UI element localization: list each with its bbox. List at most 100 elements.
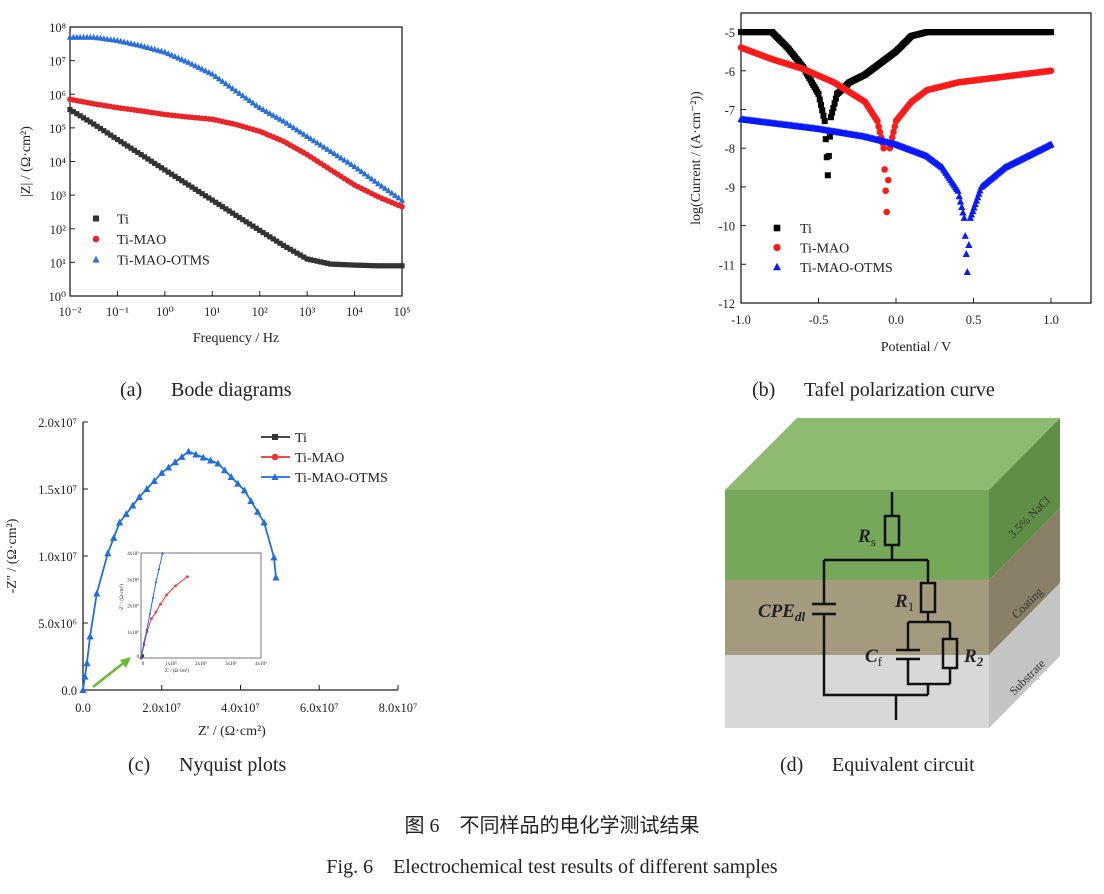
data-point: [362, 262, 368, 269]
data-point: [219, 204, 226, 210]
data-point: [91, 121, 97, 127]
inset-series-ti-mao: [139, 575, 189, 660]
data-point: [263, 232, 270, 238]
data-point: [234, 479, 242, 487]
data-point: [280, 117, 287, 124]
data-point: [165, 169, 171, 175]
data-point: [875, 123, 882, 130]
data-point: [821, 118, 828, 125]
inset-data-point: [142, 640, 146, 644]
data-point: [267, 234, 273, 240]
data-point: [111, 134, 117, 140]
caption-c-label: (c): [128, 754, 150, 776]
data-point: [328, 261, 334, 267]
arrow-head-icon: [120, 657, 131, 668]
figure-caption-cn: 图 6 不同样品的电化学测试结果: [405, 814, 700, 837]
x-tick-label: 8.0x10⁷: [379, 701, 418, 715]
data-point: [958, 203, 966, 211]
data-point: [354, 165, 362, 172]
x-tick-label: 0.0: [75, 701, 91, 715]
data-point: [213, 199, 219, 205]
inset-y-tick-label: 4x10⁵: [127, 551, 139, 557]
data-point: [961, 232, 969, 239]
data-point: [80, 115, 87, 121]
data-point: [888, 134, 896, 141]
data-point: [199, 191, 205, 197]
resistor-rs: [883, 514, 901, 547]
x-tick-label: 1.0: [1043, 313, 1059, 327]
legend-marker: [773, 262, 781, 271]
data-point: [1047, 140, 1055, 148]
y-tick-label: -11: [719, 258, 735, 272]
inset-x-tick-label: 4x10⁵: [255, 661, 267, 667]
data-point: [229, 210, 236, 216]
data-point: [195, 63, 202, 70]
zoom-arrow: [92, 660, 127, 688]
caption-a: Bode diagrams: [171, 379, 292, 401]
data-point: [361, 170, 368, 177]
inset-x-axis-label: Z' / (Ω·cm²): [165, 668, 189, 674]
legend-label: Ti: [295, 431, 307, 446]
y-tick-label: 10⁵: [49, 122, 66, 136]
data-point: [817, 101, 824, 108]
data-point: [205, 68, 213, 75]
data-point: [270, 236, 276, 242]
inset-frame: [140, 552, 262, 659]
data-point: [382, 263, 388, 269]
data-point: [304, 256, 310, 262]
data-point: [202, 67, 209, 74]
data-point: [97, 125, 104, 132]
series-ti: [738, 29, 1054, 179]
caption-d-label: (d): [780, 754, 803, 776]
data-point: [209, 197, 215, 203]
y-tick-label: 10⁷: [49, 55, 66, 69]
y-tick-label: 10³: [50, 189, 67, 203]
data-point: [883, 208, 890, 216]
data-point: [398, 196, 406, 203]
data-point: [226, 82, 233, 89]
y-tick-label: -12: [718, 297, 735, 311]
data-point: [101, 128, 107, 134]
data-point: [388, 189, 395, 196]
data-point: [273, 113, 280, 120]
data-point: [240, 486, 249, 494]
data-point: [294, 250, 300, 256]
data-point: [270, 111, 277, 118]
data-point: [959, 208, 967, 216]
data-point: [247, 497, 255, 505]
data-point: [880, 144, 887, 152]
data-point: [385, 187, 392, 194]
data-point: [822, 136, 829, 143]
data-point: [74, 111, 80, 117]
data-point: [378, 182, 385, 189]
solution-layer: [725, 490, 989, 580]
legend-marker: [271, 473, 279, 480]
series-ti: [67, 106, 405, 269]
data-point: [317, 141, 324, 148]
data-point: [232, 87, 240, 94]
data-point: [372, 263, 378, 269]
caption-d: Equivalent circuit: [832, 754, 975, 776]
inset-data-point: [139, 656, 143, 660]
inset-data-point: [165, 593, 168, 597]
data-point: [819, 107, 826, 114]
data-point: [830, 104, 837, 111]
data-point: [954, 186, 962, 194]
data-point: [379, 263, 385, 269]
capacitor-cf: [896, 648, 920, 661]
tafel-plot-frame: [740, 12, 1092, 304]
data-point: [253, 507, 262, 515]
y-tick-label: 10¹: [50, 256, 67, 270]
data-point: [145, 156, 151, 162]
data-point: [874, 117, 881, 125]
data-point: [246, 221, 253, 227]
data-point: [114, 136, 121, 143]
data-point: [152, 160, 158, 166]
y-tick-label: -5: [725, 26, 735, 40]
data-point: [260, 518, 268, 526]
inset-data-point: [174, 584, 177, 588]
data-point: [890, 128, 897, 136]
data-point: [215, 75, 223, 82]
data-point: [826, 133, 833, 140]
